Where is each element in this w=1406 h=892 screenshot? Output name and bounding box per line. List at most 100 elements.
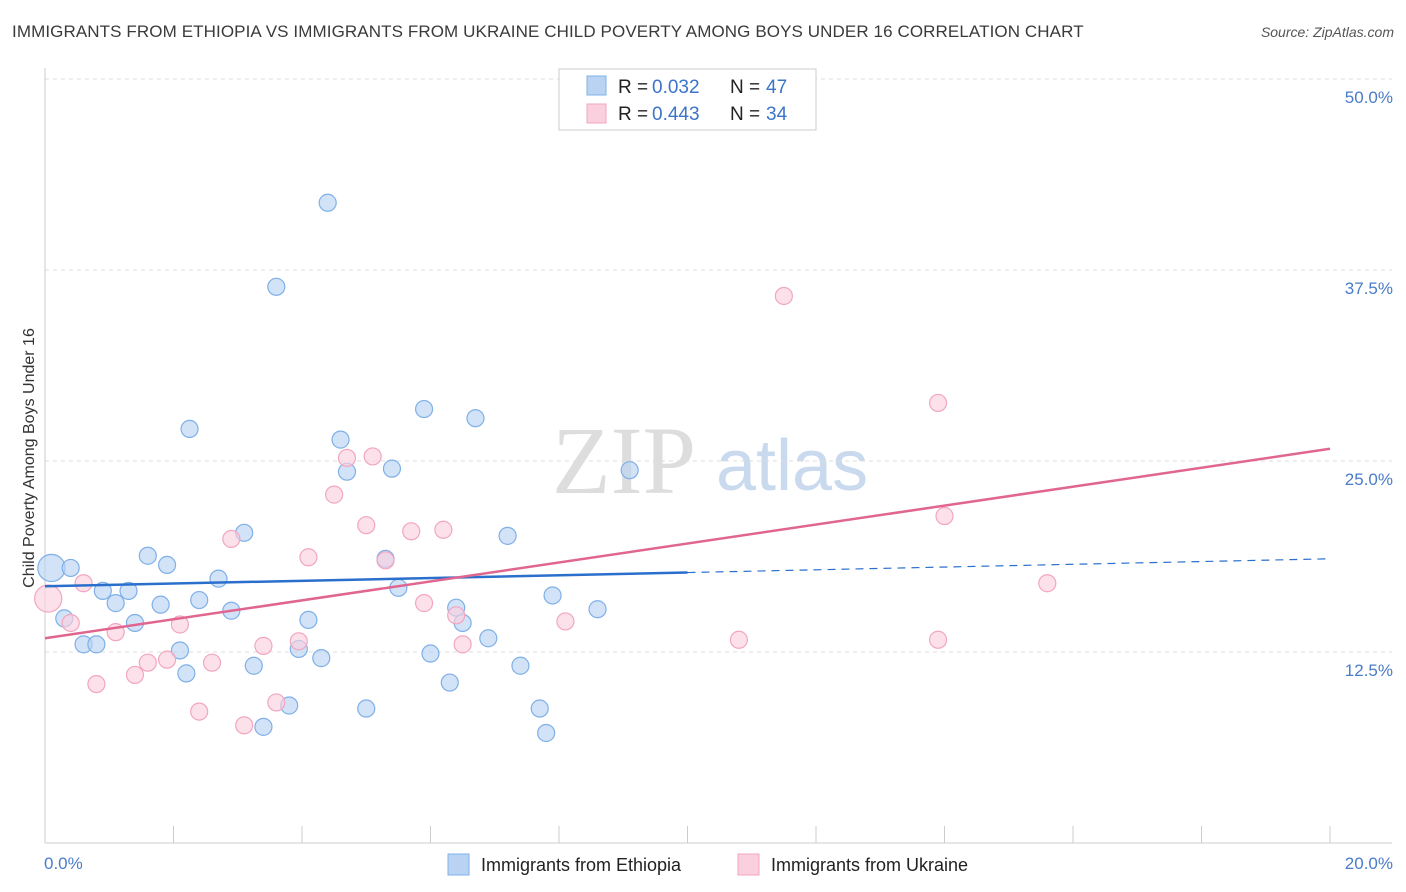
- point-ethiopia: [479, 629, 498, 648]
- legend-r-label-ukraine: R =: [618, 104, 648, 125]
- point-ukraine: [376, 551, 395, 570]
- legend-n-label-ukraine: N =: [730, 104, 760, 125]
- legend-n-value-ukraine: 34: [766, 104, 788, 125]
- point-ethiopia: [318, 193, 337, 212]
- point-ethiopia: [244, 656, 263, 675]
- y-tick-label: 25.0%: [1345, 470, 1393, 489]
- point-ethiopia: [138, 546, 157, 565]
- point-ethiopia: [170, 641, 190, 660]
- trend-line-ethiopia: [44, 571, 688, 588]
- point-ukraine: [729, 630, 749, 649]
- point-ukraine: [453, 635, 472, 654]
- point-ethiopia: [588, 600, 607, 619]
- point-ethiopia: [414, 399, 434, 419]
- y-axis-label: Child Poverty Among Boys Under 16: [21, 328, 38, 588]
- x-tick-label: 20.0%: [1345, 854, 1393, 873]
- point-ukraine: [235, 716, 254, 735]
- point-ethiopia: [312, 649, 331, 668]
- legend-r-label-ethiopia: R =: [618, 77, 648, 98]
- point-ethiopia: [157, 555, 177, 575]
- point-ethiopia: [299, 610, 318, 630]
- watermark-atlas: atlas: [716, 426, 868, 506]
- point-ukraine: [202, 653, 222, 672]
- point-ukraine: [87, 674, 106, 694]
- point-ethiopia: [498, 526, 517, 545]
- point-ukraine: [267, 693, 286, 712]
- point-ukraine: [61, 613, 80, 633]
- chart-source: Source: ZipAtlas.com: [1260, 24, 1394, 40]
- point-ukraine: [289, 632, 308, 651]
- point-ukraine: [222, 529, 241, 549]
- point-ethiopia: [440, 673, 459, 692]
- point-ethiopia: [537, 723, 556, 743]
- bottom-legend-swatch-ethiopia: [447, 853, 470, 876]
- point-ethiopia: [93, 581, 112, 600]
- point-ukraine: [190, 702, 209, 721]
- point-ukraine: [774, 286, 793, 306]
- data-points: [34, 193, 1057, 743]
- point-ethiopia: [511, 656, 530, 675]
- point-ethiopia: [209, 569, 228, 588]
- point-ethiopia: [421, 644, 440, 663]
- point-ethiopia: [119, 581, 138, 600]
- legend-n-value-ethiopia: 47: [766, 77, 787, 98]
- point-ethiopia: [106, 594, 125, 613]
- y-tick-label: 12.5%: [1345, 661, 1393, 680]
- point-ukraine: [74, 574, 93, 593]
- point-ukraine: [138, 653, 157, 672]
- chart-title: IMMIGRANTS FROM ETHIOPIA VS IMMIGRANTS F…: [12, 22, 1084, 41]
- y-tick-labels: 12.5% 25.0% 37.5% 50.0%: [1345, 88, 1393, 680]
- point-ukraine: [434, 520, 453, 539]
- point-ukraine: [447, 606, 466, 625]
- point-ukraine: [125, 665, 145, 685]
- point-ethiopia: [190, 590, 209, 610]
- legend-r-value-ukraine: 0.443: [652, 104, 700, 125]
- point-ethiopia: [543, 586, 562, 605]
- point-ukraine: [299, 548, 318, 567]
- point-ethiopia: [87, 635, 106, 654]
- point-ethiopia: [151, 595, 170, 614]
- trend-line-ethiopia-extension: [687, 558, 1331, 574]
- point-ethiopia: [177, 664, 196, 683]
- trend-lines: [44, 447, 1331, 640]
- point-ukraine: [363, 447, 382, 466]
- correlation-legend: R = 0.032 N = 47 R = 0.443 N = 34: [558, 68, 817, 131]
- point-ukraine: [337, 448, 357, 468]
- y-tick-label: 37.5%: [1345, 279, 1393, 298]
- point-ethiopia: [180, 419, 199, 439]
- point-ukraine: [928, 393, 948, 413]
- point-ukraine: [928, 630, 948, 649]
- point-ukraine: [157, 650, 177, 669]
- point-ukraine: [254, 636, 273, 655]
- point-ethiopia: [466, 409, 485, 428]
- point-ethiopia: [620, 461, 639, 480]
- legend-n-label-ethiopia: N =: [730, 77, 760, 98]
- x-tick-label: 0.0%: [44, 854, 83, 873]
- point-ukraine: [357, 516, 376, 535]
- point-ukraine: [170, 615, 190, 634]
- bottom-legend-swatch-ukraine: [737, 853, 760, 876]
- point-ethiopia: [331, 430, 350, 449]
- legend-swatch-ukraine: [586, 103, 607, 124]
- point-ethiopia: [254, 717, 273, 736]
- bottom-legend-label-ukraine: Immigrants from Ukraine: [771, 855, 968, 875]
- point-ethiopia: [37, 553, 66, 583]
- x-tick-labels: 0.0% 20.0%: [44, 854, 1393, 873]
- legend-swatch-ethiopia: [586, 75, 607, 96]
- point-ukraine: [556, 612, 575, 631]
- grid-lines: [45, 78, 1392, 653]
- point-ukraine: [414, 594, 434, 613]
- bottom-legend-label-ethiopia: Immigrants from Ethiopia: [481, 855, 682, 875]
- point-ethiopia: [357, 699, 376, 718]
- point-ethiopia: [267, 277, 286, 296]
- series-legend: Immigrants from Ethiopia Immigrants from…: [447, 853, 968, 876]
- y-tick-label: 50.0%: [1345, 88, 1393, 107]
- point-ukraine: [325, 485, 344, 504]
- point-ukraine: [34, 584, 63, 613]
- point-ukraine: [935, 506, 954, 526]
- axes: [44, 68, 1392, 844]
- point-ukraine: [1038, 574, 1057, 593]
- point-ethiopia: [530, 699, 549, 718]
- point-ethiopia: [382, 459, 402, 478]
